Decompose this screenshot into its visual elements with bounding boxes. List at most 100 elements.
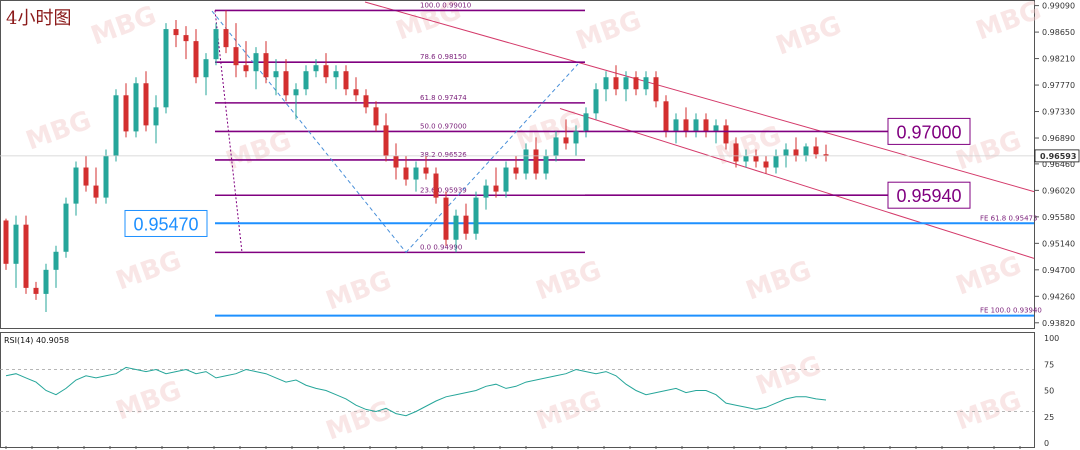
candle-up: [413, 167, 419, 180]
candle-up: [333, 71, 339, 78]
channel-lower-line: [559, 108, 1035, 259]
candle-up: [503, 167, 509, 192]
candle-up: [453, 215, 459, 240]
price-axis: 0.99090 0.98650 0.98210 0.97770 0.97330 0.968…: [0, 2, 1080, 328]
candle-down: [393, 155, 399, 168]
candle-down: [173, 29, 179, 36]
candle-down: [343, 71, 349, 90]
candle-up: [163, 29, 169, 108]
candle-down: [763, 161, 769, 168]
candle-up: [73, 167, 79, 204]
fe-level-label: FE 100.0 0.93940: [980, 307, 1042, 315]
candle-down: [463, 215, 469, 234]
candle-down: [403, 167, 409, 180]
candle-down: [793, 149, 799, 156]
rsi-tick-label: 0: [1044, 439, 1049, 448]
candle-down: [263, 53, 269, 78]
price-tick-label: 0.97330: [1042, 108, 1075, 117]
candlesticks: [3, 10, 829, 312]
candle-up: [313, 65, 319, 72]
candle-down: [3, 220, 9, 264]
candle-down: [183, 35, 189, 42]
zigzag-line: [211, 10, 407, 253]
candle-down: [243, 65, 249, 72]
fib-level-label: 23.6 0.95939: [420, 186, 467, 194]
candle-down: [723, 125, 729, 144]
key-level-box: [124, 209, 208, 237]
candle-up: [713, 125, 719, 132]
candle-down: [513, 167, 519, 174]
price-tick-label: 0.94700: [1042, 266, 1075, 275]
fib-expansion: FE 61.8 0.95473 FE 100.0 0.93940: [215, 214, 1042, 317]
candle-down: [223, 29, 229, 48]
candle-up: [543, 155, 549, 174]
rsi-tick-label: 75: [1044, 360, 1054, 369]
candle-down: [733, 143, 739, 162]
key-level-label: 0.97000: [896, 122, 961, 142]
price-tick-label: 0.98650: [1042, 28, 1075, 37]
candle-up: [523, 149, 529, 174]
key-level-box: [887, 181, 971, 209]
candle-up: [153, 107, 159, 126]
key-level-label: 0.95940: [896, 186, 961, 206]
candle-down: [353, 89, 359, 96]
candle-up: [693, 119, 699, 132]
channel-upper-line: [364, 1, 1035, 193]
rsi-label: RSI(14) 40.9058: [4, 336, 69, 345]
candle-down: [703, 119, 709, 132]
candle-up: [473, 197, 479, 234]
fib-level-label: 38.2 0.96526: [420, 151, 467, 159]
candle-up: [583, 113, 589, 132]
fib-level-label: 100.0 0.99010: [420, 1, 471, 9]
candle-up: [133, 83, 139, 132]
rsi-tick-label: 100: [1044, 334, 1059, 343]
rsi-pane-frame: [0, 332, 1035, 448]
price-tick-label: 0.96890: [1042, 134, 1075, 143]
candle-down: [373, 107, 379, 126]
candle-down: [653, 77, 659, 102]
price-tick-label: 0.97770: [1042, 81, 1075, 90]
candle-up: [673, 119, 679, 132]
fib-level-label: 0.0 0.94990: [420, 243, 462, 251]
candle-down: [753, 155, 759, 162]
candle-down: [233, 47, 239, 66]
candle-down: [613, 77, 619, 90]
candle-up: [643, 77, 649, 90]
candle-up: [253, 53, 259, 72]
candle-down: [123, 95, 129, 132]
key-level-label: 0.95470: [133, 214, 198, 234]
candle-down: [813, 146, 819, 155]
candle-up: [13, 224, 19, 264]
candle-down: [563, 137, 569, 144]
candle-down: [323, 65, 329, 78]
candle-down: [283, 71, 289, 96]
fib-level-label: 50.0 0.97000: [420, 122, 467, 130]
candle-up: [53, 251, 59, 270]
rsi-tick-label: 25: [1044, 413, 1054, 422]
main-pane-frame: [0, 0, 1035, 329]
candle-up: [213, 29, 219, 60]
current-price-label: 0.96593: [1040, 152, 1076, 161]
candle-down: [493, 185, 499, 192]
candle-up: [593, 89, 599, 114]
price-tick-label: 0.94260: [1042, 292, 1075, 301]
candle-down: [433, 173, 439, 198]
candle-down: [383, 125, 389, 156]
zigzag-lines: [211, 10, 579, 253]
candle-up: [293, 89, 299, 96]
candle-up: [603, 77, 609, 90]
candle-down: [423, 167, 429, 174]
price-tick-label: 0.99090: [1042, 2, 1075, 11]
fib-retracement: 100.0 0.99010 78.6 0.98150 61.8 0.97474 50.…: [214, 1, 585, 254]
price-tick-label: 0.95580: [1042, 213, 1075, 222]
fib-anchor-line: [214, 10, 243, 253]
rsi-tick-label: 50: [1044, 387, 1054, 396]
candle-up: [573, 131, 579, 144]
fib-level-label: 61.8 0.97474: [420, 94, 467, 102]
candle-down: [83, 167, 89, 186]
trend-channel: [364, 1, 1035, 259]
candle-down: [193, 41, 199, 78]
candle-up: [43, 269, 49, 294]
candle-up: [273, 71, 279, 78]
